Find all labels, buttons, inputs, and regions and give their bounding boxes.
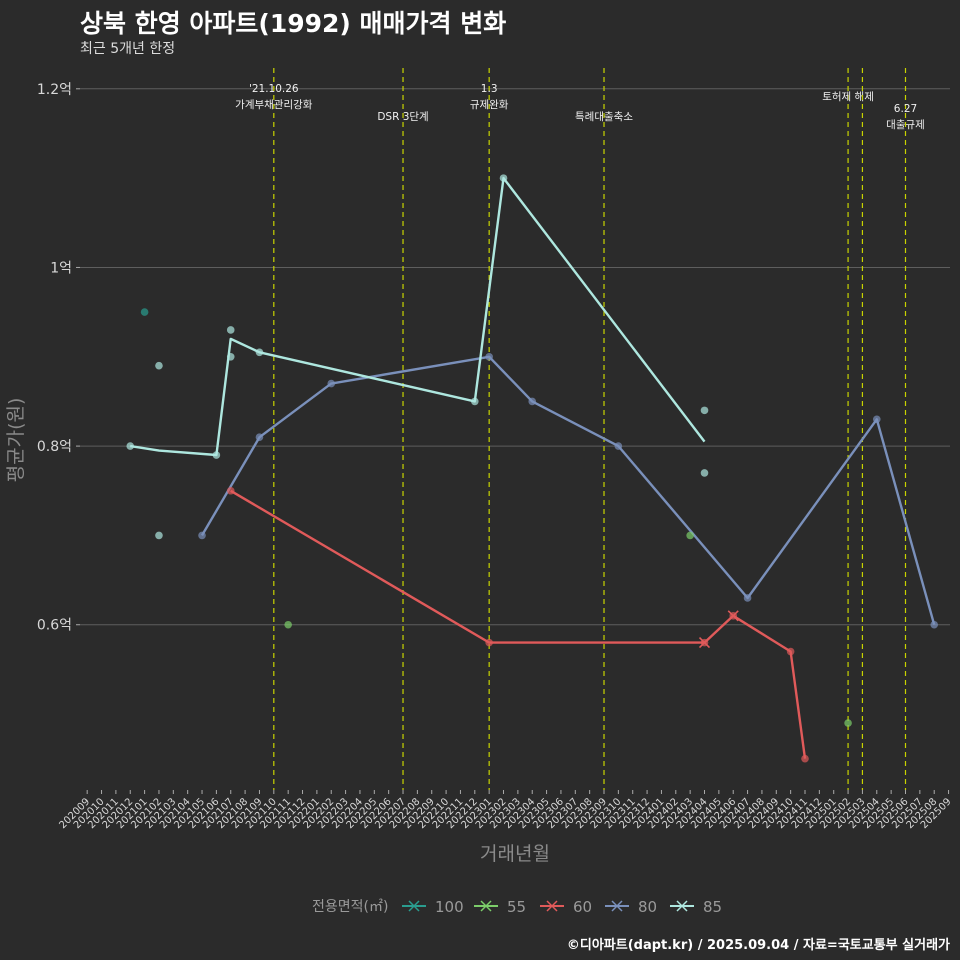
legend-title: 전용면적(㎡) (312, 899, 388, 915)
y-axis-title: 평균가(원) (5, 398, 27, 483)
event-label: '21.10.26 (249, 83, 299, 95)
series-line-60 (230, 489, 807, 759)
x-axis-title: 거래년월 (480, 843, 550, 865)
data-point-80 (743, 594, 752, 602)
data-point-85 (212, 451, 221, 459)
legend-key-cross (480, 900, 492, 912)
legend-label: 55 (507, 898, 526, 916)
event-label: 6.27 (894, 103, 917, 115)
gridlines (80, 88, 950, 626)
data-point-60 (226, 486, 235, 495)
cross-stroke (698, 637, 711, 649)
series-points (126, 174, 939, 763)
data-point-80 (528, 397, 537, 406)
chart-title: 상북 한영 아파트(1992) 매매가격 변화 (80, 9, 507, 38)
series-line-85 (130, 176, 706, 457)
data-point-85 (700, 469, 709, 477)
y-tick-label: 1.2억 (37, 82, 72, 98)
cross-point-60 (698, 637, 711, 649)
data-point-85 (155, 531, 163, 540)
series-line-80 (200, 355, 936, 626)
legend-key-cross (676, 900, 688, 912)
data-point-100 (140, 308, 149, 316)
data-point-80 (327, 379, 336, 388)
legend-item-60: 60 (540, 898, 592, 916)
event-label: 가계부채관리강화 (235, 99, 313, 111)
legend-label: 85 (703, 898, 722, 916)
data-point-80 (930, 620, 939, 629)
legend-label: 80 (638, 898, 657, 916)
data-point-85 (155, 361, 163, 370)
data-point-80 (614, 442, 623, 450)
data-point-85 (499, 174, 508, 182)
data-point-80 (255, 433, 264, 441)
data-point-85 (226, 352, 235, 361)
legend-item-85: 85 (670, 898, 722, 916)
data-point-55 (284, 620, 292, 629)
data-point-55 (686, 531, 694, 540)
legend-item-100: 100 (402, 898, 464, 916)
legend-item-55: 55 (474, 898, 526, 916)
legend-key-cross (546, 900, 558, 912)
legend: 전용면적(㎡) 100 55 60 80 85 (312, 898, 722, 916)
cross-stroke (727, 610, 739, 622)
y-tick-label: 0.8억 (37, 439, 72, 455)
event-label: 토허제 해제 (822, 90, 874, 103)
event-label: 대출규제 (886, 119, 925, 131)
legend-label: 100 (435, 898, 464, 916)
y-tick-label: 1억 (50, 260, 72, 276)
event-label: 특례대출축소 (575, 111, 633, 123)
series-lines (130, 176, 936, 759)
event-label: 규제완화 (470, 98, 509, 111)
chart-subtitle: 최근 5개년 한정 (80, 41, 176, 57)
y-tick-label: 0.6억 (37, 618, 72, 634)
data-point-85 (700, 406, 709, 415)
event-label: DSR 3단계 (377, 111, 428, 123)
data-point-60 (801, 754, 809, 763)
legend-item-80: 80 (605, 898, 657, 916)
data-point-55 (844, 719, 852, 727)
cross-point-60 (727, 610, 739, 622)
data-point-60 (485, 638, 493, 647)
legend-key-cross (611, 900, 623, 912)
source-caption: ©디아파트(dapt.kr) / 2025.09.04 / 자료=국토교통부 실… (566, 938, 950, 953)
data-point-80 (198, 531, 206, 540)
event-label: 1.3 (481, 83, 498, 95)
legend-label: 60 (573, 898, 592, 916)
data-point-80 (872, 415, 881, 424)
data-point-85 (471, 397, 479, 406)
axis-ticks: 0.6억0.8억1억1.2억20200920201020201120201220… (37, 82, 954, 831)
data-point-85 (126, 442, 135, 450)
data-point-85 (255, 348, 264, 357)
data-point-60 (786, 647, 795, 656)
data-point-80 (485, 352, 493, 361)
data-point-85 (226, 326, 235, 334)
legend-key-cross (408, 900, 420, 912)
